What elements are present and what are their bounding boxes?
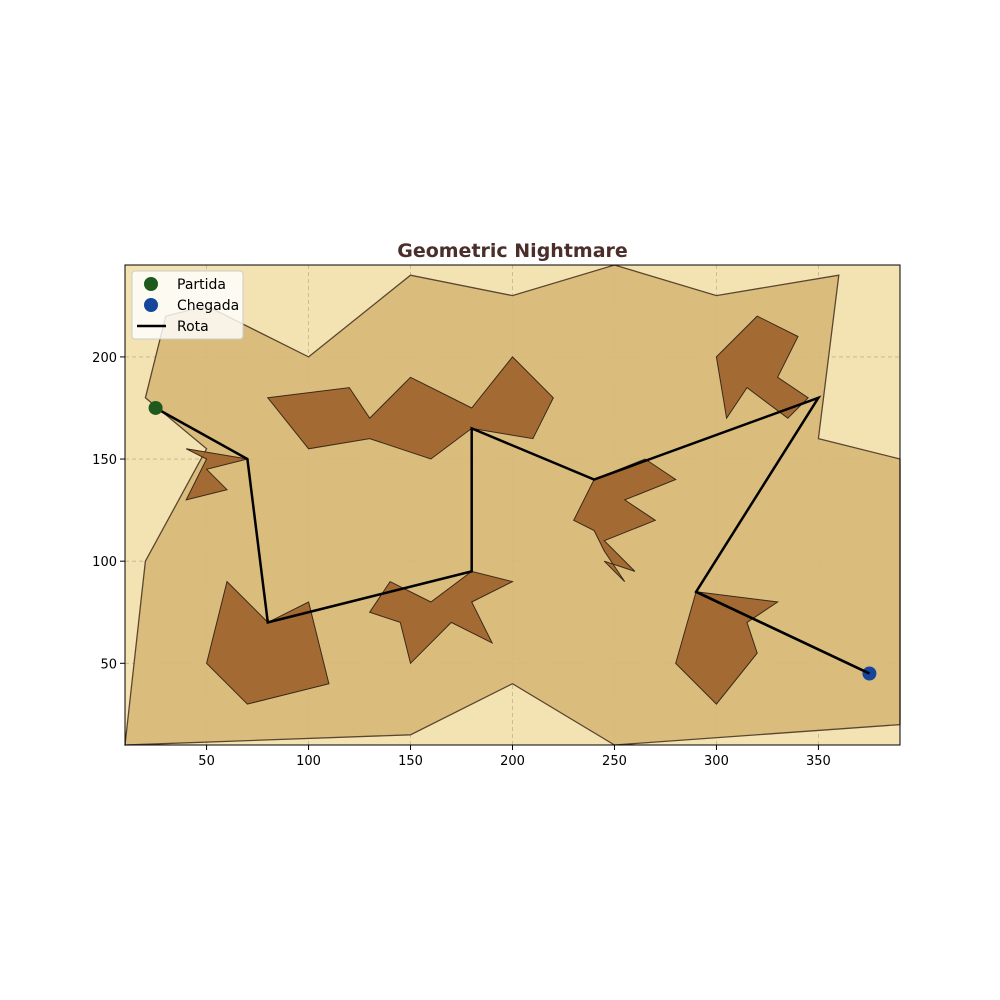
x-tick-label: 350 <box>806 754 831 769</box>
legend-box <box>131 270 244 340</box>
x-tick-label: 150 <box>398 754 423 769</box>
y-tick-label: 150 <box>92 453 117 468</box>
route <box>154 395 870 675</box>
obstacle-6 <box>368 570 514 665</box>
x-tick-label: 50 <box>198 754 215 769</box>
y-tick-label: 200 <box>92 351 117 366</box>
obstacle-4 <box>573 458 677 582</box>
markers <box>148 400 877 681</box>
x-tick-label: 250 <box>602 754 627 769</box>
route-final-segment <box>695 590 870 675</box>
y-axis-ticks: 50 100 150 200 <box>92 351 125 672</box>
x-tick-label: 100 <box>296 754 321 769</box>
x-tick-label: 200 <box>500 754 525 769</box>
x-tick-label: 300 <box>704 754 729 769</box>
legend-goal-label: Chegada <box>177 298 239 314</box>
chart-title: Geometric Nightmare <box>397 240 628 262</box>
obstacle-2 <box>715 315 809 420</box>
route-line <box>154 395 870 675</box>
obstacles <box>185 315 809 705</box>
y-tick-label: 50 <box>100 657 117 672</box>
x-axis-ticks: 50 100 150 200 250 300 350 <box>198 745 831 769</box>
y-tick-label: 100 <box>92 555 117 570</box>
legend-route-label: Rota <box>177 319 209 335</box>
legend: Partida Chegada Rota <box>131 270 244 340</box>
legend-start-marker <box>144 277 158 291</box>
obstacle-7 <box>675 591 779 705</box>
legend-start-label: Partida <box>177 277 226 293</box>
legend-goal-marker <box>144 298 158 312</box>
obstacle-1 <box>266 356 554 460</box>
start-marker <box>148 400 163 415</box>
